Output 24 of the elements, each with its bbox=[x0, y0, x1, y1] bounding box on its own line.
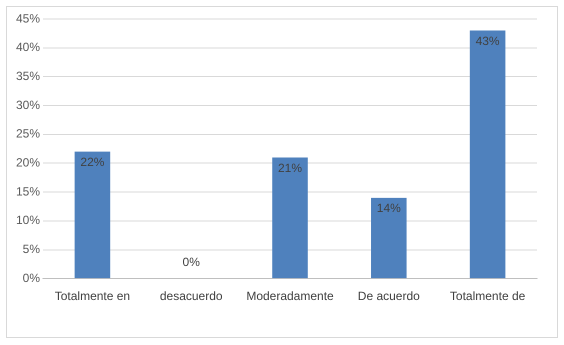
y-tick-label: 5% bbox=[22, 242, 40, 256]
y-tick-label: 45% bbox=[16, 11, 40, 26]
x-tick-label: De acuerdo bbox=[358, 289, 420, 304]
x-tick-label: Moderadamente bbox=[246, 289, 334, 304]
x-tick-label: desacuerdo bbox=[160, 289, 223, 304]
bar bbox=[371, 198, 407, 278]
data-label: 14% bbox=[376, 201, 402, 216]
x-tick-label: Totalmente de bbox=[450, 289, 526, 304]
bar bbox=[74, 152, 110, 278]
y-tick-label: 15% bbox=[16, 184, 40, 198]
y-tick-label: 30% bbox=[16, 98, 40, 112]
y-tick-label: 20% bbox=[16, 156, 40, 170]
y-tick-label: 40% bbox=[16, 40, 40, 54]
y-tick-label: 10% bbox=[16, 213, 40, 228]
data-label: 22% bbox=[80, 154, 105, 169]
data-label: 0% bbox=[182, 254, 200, 269]
data-label: 43% bbox=[476, 34, 500, 48]
bar bbox=[470, 30, 506, 278]
x-tick-label: Totalmente en bbox=[54, 289, 130, 304]
y-tick-label: 35% bbox=[16, 69, 40, 83]
data-label: 21% bbox=[278, 160, 302, 175]
y-tick-label: 25% bbox=[16, 126, 40, 141]
bar bbox=[272, 157, 308, 278]
y-tick-label: 0% bbox=[22, 270, 40, 285]
